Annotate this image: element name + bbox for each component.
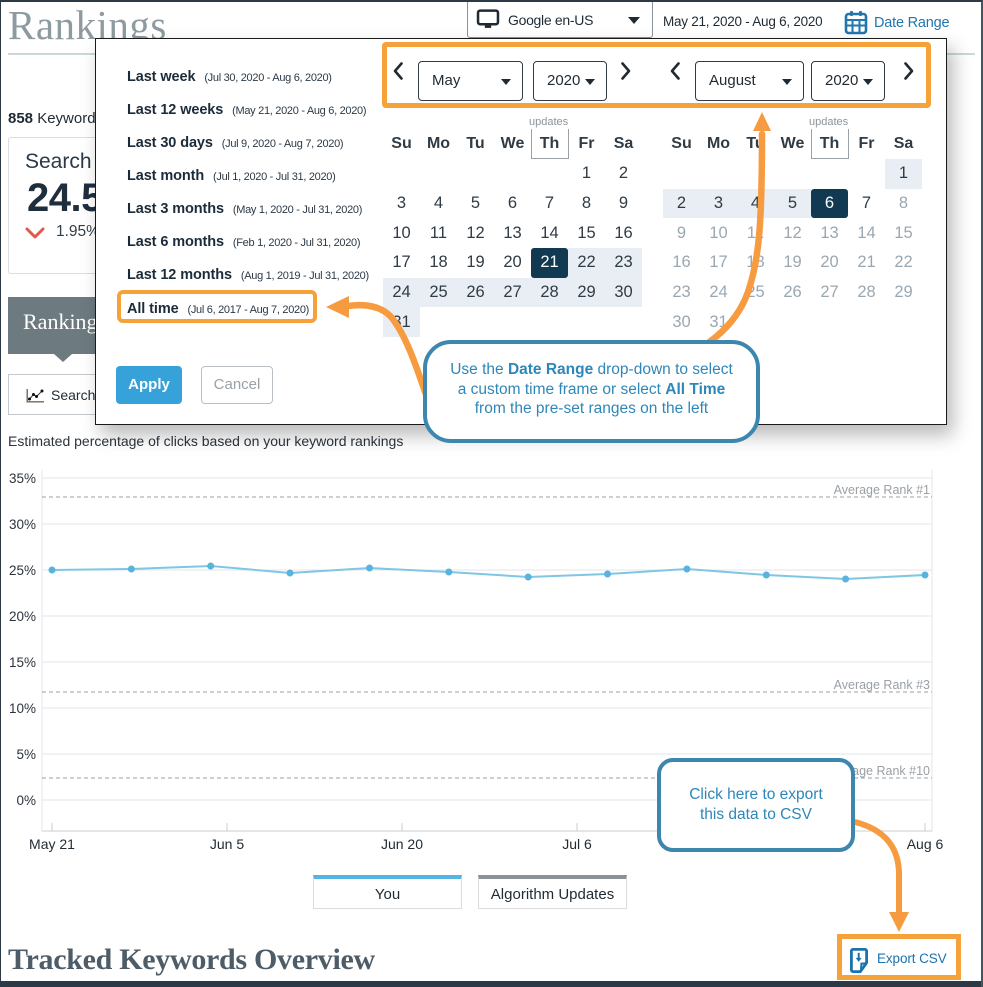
svg-text:25%: 25% (9, 563, 36, 578)
svg-text:Jul 6: Jul 6 (562, 836, 592, 852)
svg-text:5%: 5% (16, 747, 36, 762)
svg-text:10%: 10% (9, 701, 36, 716)
svg-text:15%: 15% (9, 655, 36, 670)
svg-text:Aug 6: Aug 6 (907, 836, 944, 852)
svg-text:Average Rank #1: Average Rank #1 (834, 483, 930, 497)
svg-text:Average Rank #3: Average Rank #3 (834, 678, 930, 692)
svg-text:20%: 20% (9, 609, 36, 624)
svg-text:30%: 30% (9, 517, 36, 532)
svg-text:Jun 20: Jun 20 (381, 836, 423, 852)
svg-text:Jun 5: Jun 5 (210, 836, 244, 852)
svg-text:35%: 35% (9, 471, 36, 486)
svg-text:0%: 0% (16, 793, 36, 808)
svg-text:May 21: May 21 (29, 836, 75, 852)
